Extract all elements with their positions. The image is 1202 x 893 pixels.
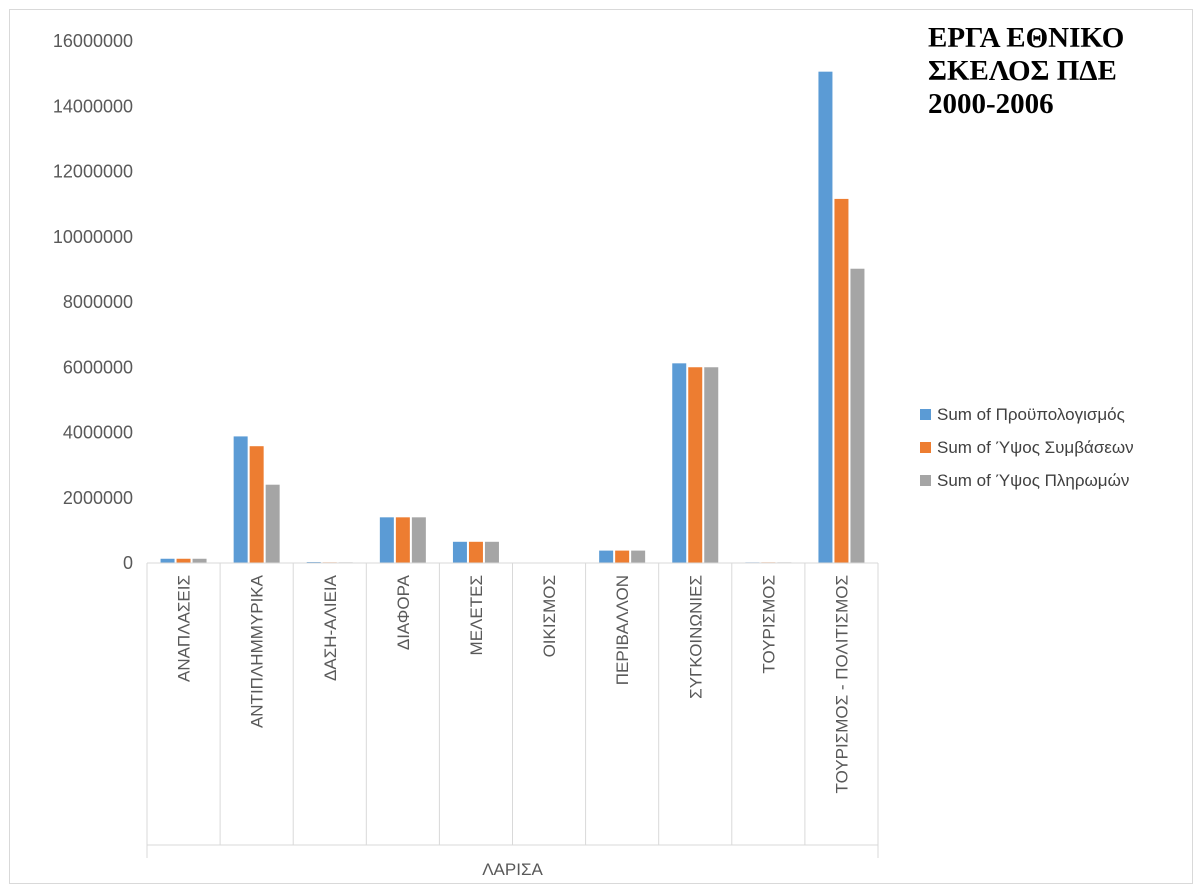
bar: [818, 71, 833, 563]
category-label: ΤΟΥΡΙΣΜΟΣ: [759, 575, 778, 674]
y-tick-label: 6000000: [63, 357, 133, 377]
bar: [850, 268, 865, 563]
bar: [834, 198, 849, 563]
y-tick-label: 0: [123, 553, 133, 573]
bar: [379, 517, 394, 563]
bar: [411, 517, 426, 563]
bar: [249, 446, 264, 563]
y-tick-label: 2000000: [63, 488, 133, 508]
bar: [468, 541, 483, 563]
chart-frame: [9, 9, 1193, 884]
bar: [395, 517, 410, 563]
bar: [160, 558, 175, 563]
bar: [704, 367, 719, 563]
legend-item-contracts: Sum of Ύψος Συμβάσεων: [920, 431, 1134, 464]
legend-label-budget: Sum of Προϋπολογισμός: [937, 404, 1125, 424]
bar: [192, 558, 207, 563]
bar: [688, 367, 703, 563]
group-label: ΛΑΡΙΣΑ: [482, 860, 543, 879]
category-label: ΜΕΛΕΤΕΣ: [467, 575, 486, 655]
y-tick-label: 8000000: [63, 292, 133, 312]
legend-swatch-contracts: [920, 442, 931, 453]
legend: Sum of Προϋπολογισμός Sum of Ύψος Συμβάσ…: [920, 398, 1134, 497]
category-label: ΤΟΥΡΙΣΜΟΣ - ΠΟΛΙΤΙΣΜΟΣ: [832, 575, 851, 793]
category-label: ΑΝΤΙΠΛΗΜΜΥΡΙΚΑ: [248, 574, 267, 728]
category-label: ΔΑΣΗ-ΑΛΙΕΙΑ: [321, 574, 340, 681]
category-label: ΔΙΑΦΟΡΑ: [394, 574, 413, 650]
legend-item-payments: Sum of Ύψος Πληρωμών: [920, 464, 1134, 497]
bar: [233, 436, 248, 563]
y-tick-label: 14000000: [53, 96, 133, 116]
bar: [484, 541, 499, 563]
legend-swatch-payments: [920, 475, 931, 486]
y-tick-label: 16000000: [53, 31, 133, 51]
category-label: ΣΥΓΚΟΙΝΩΝΙΕΣ: [686, 575, 705, 699]
legend-label-payments: Sum of Ύψος Πληρωμών: [937, 470, 1130, 490]
bar: [672, 363, 687, 563]
bar: [452, 541, 467, 563]
y-tick-label: 10000000: [53, 227, 133, 247]
category-label: ΑΝΑΠΛΑΣΕΙΣ: [175, 575, 194, 682]
bar: [176, 558, 191, 563]
category-label: ΟΙΚΙΣΜΟΣ: [540, 575, 559, 657]
bar: [615, 550, 630, 563]
category-label: ΠΕΡΙΒΑΛΛΟΝ: [613, 575, 632, 685]
legend-swatch-budget: [920, 409, 931, 420]
legend-label-contracts: Sum of Ύψος Συμβάσεων: [937, 437, 1134, 457]
chart-title: ΕΡΓΑ ΕΘΝΙΚΟ ΣΚΕΛΟΣ ΠΔΕ 2000-2006: [928, 22, 1125, 120]
bar: [265, 484, 280, 563]
bar: [631, 550, 646, 563]
bar: [599, 550, 614, 563]
y-tick-label: 4000000: [63, 423, 133, 443]
y-tick-label: 12000000: [53, 162, 133, 182]
legend-item-budget: Sum of Προϋπολογισμός: [920, 398, 1134, 431]
